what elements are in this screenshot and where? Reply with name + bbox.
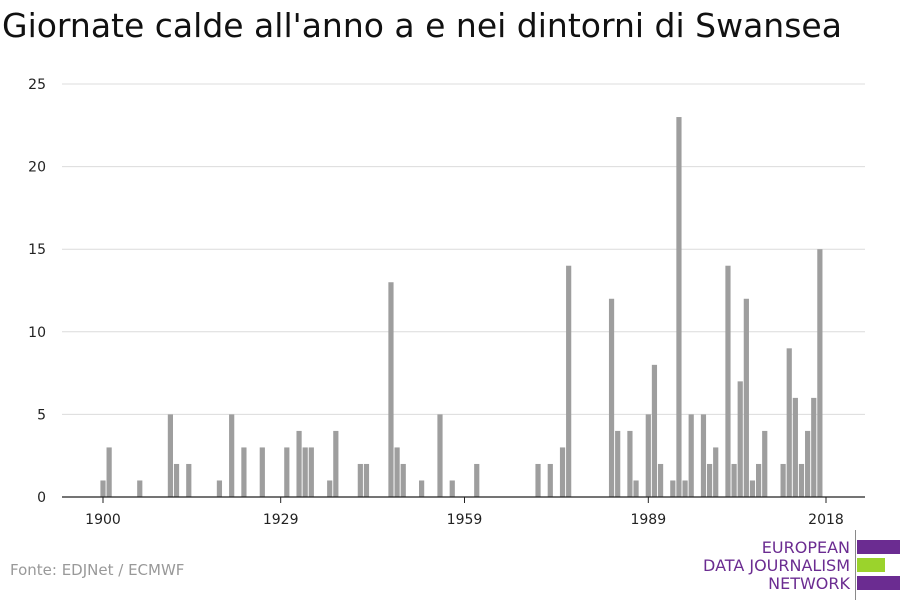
bar-1932 (296, 430, 302, 497)
bar-1911 (167, 414, 173, 497)
x-tick-label: 1929 (263, 512, 299, 528)
bar-1973 (547, 463, 553, 497)
logo-bar-purple-top (857, 540, 900, 554)
source-text: Fonte: EDJNet / ECMWF (10, 561, 185, 579)
bar-1995 (682, 480, 688, 497)
logo-line-2: DATA JOURNALISM (703, 556, 850, 575)
bar-1900 (100, 480, 106, 497)
edjnet-logo: EUROPEAN DATA JOURNALISM NETWORK (700, 530, 900, 600)
bar-2004 (737, 381, 743, 497)
y-tick-label: 20 (28, 160, 46, 176)
bar-1947 (388, 282, 394, 497)
bar-2012 (786, 348, 792, 497)
x-tick-label: 2018 (808, 512, 844, 528)
bar-1948 (394, 447, 400, 497)
bar-2003 (731, 463, 737, 497)
bar-2007 (756, 463, 762, 497)
bar-2011 (780, 463, 786, 497)
y-tick-label: 0 (37, 490, 46, 506)
bar-2013 (792, 397, 798, 497)
bars (100, 117, 823, 497)
bar-1975 (559, 447, 566, 497)
logo-bar-green (857, 558, 885, 572)
y-tick-label: 25 (28, 77, 46, 93)
bar-2000 (713, 447, 719, 497)
axes: 0 5 10 15 20 25 1900 1929 1959 1989 2018 (28, 77, 865, 528)
bar-1930 (284, 447, 290, 497)
bar-1919 (216, 480, 223, 497)
logo-bar-purple-bottom (857, 576, 900, 590)
bar-1983 (608, 298, 615, 497)
bar-1952 (419, 480, 425, 497)
bar-1912 (173, 463, 180, 497)
bar-1934 (308, 447, 314, 497)
bar-1933 (302, 447, 308, 497)
bar-1991 (657, 463, 664, 497)
bar-1993 (670, 480, 676, 497)
bar-2017 (817, 249, 823, 497)
bar-2008 (762, 430, 768, 497)
bar-1926 (259, 447, 265, 497)
bar-1923 (241, 447, 247, 497)
bar-1987 (633, 480, 639, 497)
x-tick-label: 1959 (447, 512, 483, 528)
y-tick-label: 15 (28, 242, 46, 258)
bar-1984 (615, 430, 621, 497)
bar-1998 (700, 414, 707, 497)
bar-1921 (229, 414, 235, 497)
bar-1942 (357, 463, 363, 497)
y-tick-label: 5 (37, 407, 46, 423)
bar-1901 (106, 447, 112, 497)
bar-2014 (798, 463, 805, 497)
bar-1943 (363, 463, 370, 497)
bar-1994 (676, 117, 682, 497)
y-tick-label: 10 (28, 325, 46, 341)
gridlines (62, 83, 865, 415)
bar-1996 (688, 414, 694, 497)
bar-2015 (805, 430, 811, 497)
x-tick-label: 1900 (85, 512, 121, 528)
bar-2002 (725, 265, 731, 497)
bar-1971 (535, 463, 541, 497)
bar-1938 (333, 430, 339, 497)
bar-1976 (566, 265, 572, 497)
bar-1990 (651, 364, 658, 497)
bar-1999 (706, 463, 713, 497)
bar-1955 (437, 414, 443, 497)
bar-2006 (749, 480, 756, 497)
bar-2016 (811, 397, 817, 497)
bar-2005 (743, 298, 749, 497)
bar-1906 (137, 480, 143, 497)
bar-1989 (645, 414, 651, 497)
bar-1937 (327, 480, 333, 497)
chart-title: Giornate calde all'anno a e nei dintorni… (2, 6, 842, 45)
bar-1914 (186, 463, 192, 497)
x-tick-label: 1989 (630, 512, 666, 528)
logo-line-3: NETWORK (768, 574, 850, 593)
bar-1949 (400, 463, 406, 497)
bar-1986 (627, 430, 633, 497)
bar-1957 (449, 480, 455, 497)
logo-divider (855, 530, 856, 600)
bar-1961 (474, 463, 480, 497)
logo-line-1: EUROPEAN (761, 538, 850, 557)
